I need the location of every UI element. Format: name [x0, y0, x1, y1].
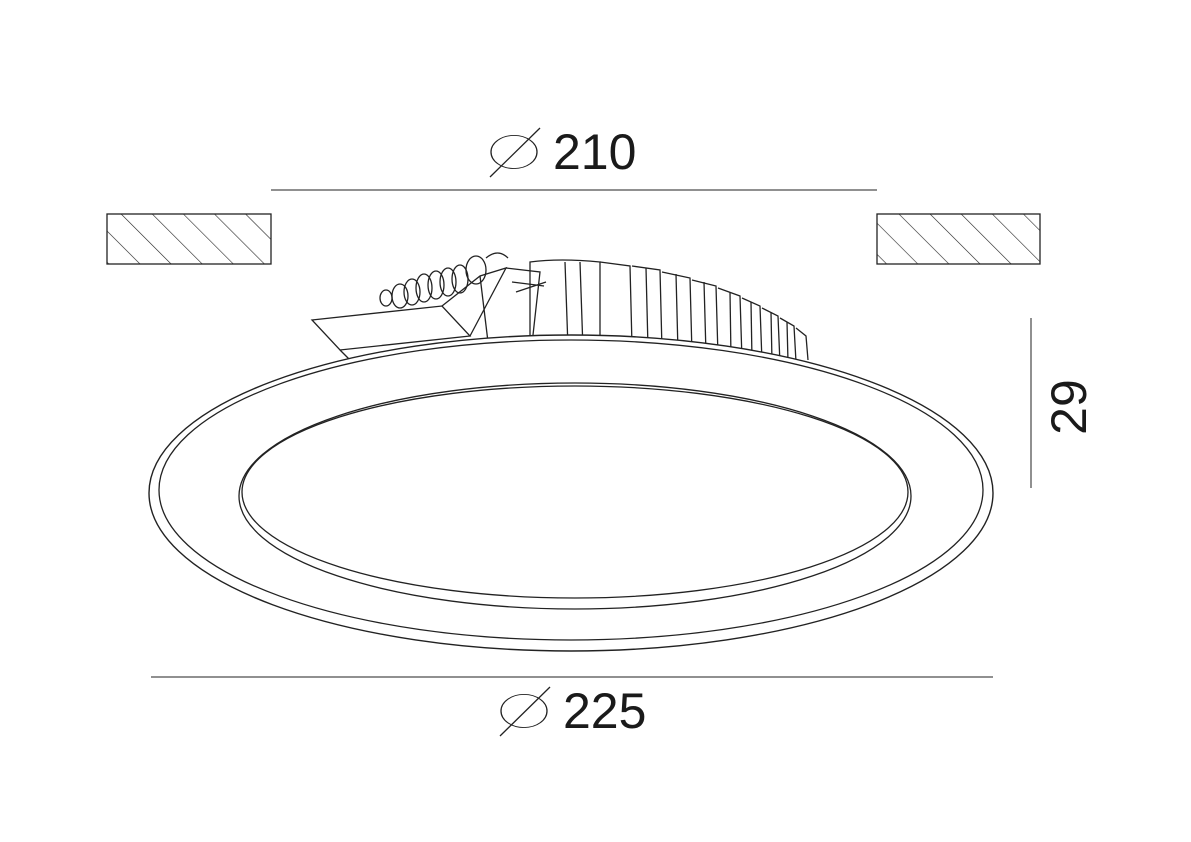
- ceiling-section-right: [876, 213, 1041, 265]
- diameter-symbol-icon: [489, 127, 541, 178]
- diffuser-outer: [238, 382, 912, 610]
- diffuser-inner: [241, 385, 909, 599]
- ceiling-section-left: [106, 213, 272, 265]
- outer-rim-inner-edge: [158, 339, 984, 641]
- height-value: 29: [1041, 379, 1097, 435]
- cutout-diameter-value: 210: [553, 124, 636, 180]
- outer-dimension: 225: [151, 676, 993, 739]
- outer-rim: [148, 334, 994, 652]
- outer-diameter-value: 225: [563, 683, 646, 739]
- height-dimension: 29: [1030, 318, 1097, 488]
- heatsink: [529, 259, 809, 365]
- diameter-symbol-icon: [499, 686, 551, 737]
- downlight-fixture: [148, 252, 994, 652]
- spring-clip: [310, 252, 547, 361]
- cutout-dimension: 210: [271, 124, 877, 191]
